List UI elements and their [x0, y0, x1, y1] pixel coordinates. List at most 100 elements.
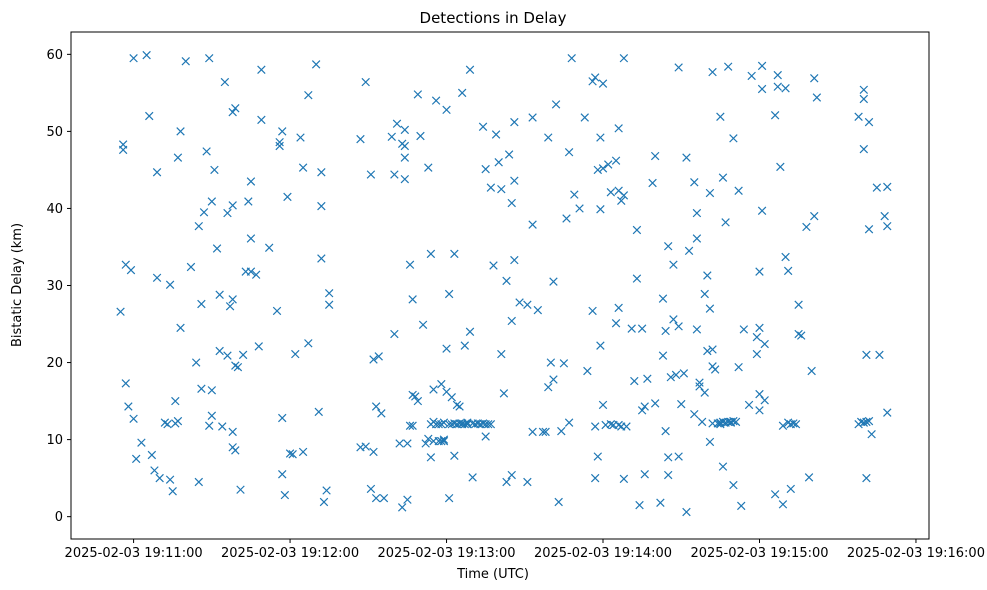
data-point-352	[776, 162, 785, 172]
data-point-265	[635, 500, 644, 510]
data-point-206	[523, 477, 532, 487]
data-point-73	[272, 306, 282, 316]
data-point-292	[682, 153, 691, 162]
data-point-240	[596, 341, 605, 350]
data-point-45	[215, 346, 224, 356]
data-point-171	[460, 341, 470, 350]
data-point-69	[254, 342, 263, 351]
data-point-281	[663, 241, 673, 251]
data-point-330	[731, 417, 741, 427]
data-point-241	[598, 400, 608, 410]
data-point-210	[528, 427, 537, 437]
data-point-365	[796, 331, 806, 340]
data-point-218	[549, 277, 558, 286]
data-point-40	[207, 411, 217, 420]
x-tick-label-1: 2025-02-03 19:12:00	[221, 546, 359, 561]
data-point-2	[118, 145, 128, 155]
data-point-10	[137, 438, 146, 447]
data-point-222	[559, 359, 569, 368]
data-point-349	[770, 110, 780, 120]
data-point-185	[481, 164, 490, 174]
data-point-161	[450, 451, 459, 461]
data-point-176	[465, 65, 475, 74]
data-point-96	[324, 288, 334, 298]
data-point-15	[152, 168, 162, 177]
y-tick-label-6: 60	[46, 48, 63, 63]
x-tick-label-3: 2025-02-03 19:14:00	[534, 546, 672, 561]
data-point-299	[695, 378, 704, 387]
data-point-205	[515, 298, 524, 307]
data-point-71	[257, 65, 266, 74]
data-point-44	[212, 244, 222, 253]
data-point-294	[690, 178, 699, 187]
data-point-3	[121, 379, 130, 388]
data-point-148	[437, 379, 446, 389]
data-point-106	[371, 493, 381, 503]
data-point-242	[598, 79, 608, 88]
data-point-43	[210, 165, 219, 175]
data-point-257	[619, 191, 629, 200]
data-point-237	[593, 452, 603, 461]
data-point-369	[810, 74, 819, 83]
data-point-75	[275, 141, 284, 151]
x-tick-label-4: 2025-02-03 19:15:00	[690, 546, 828, 561]
data-point-42	[207, 386, 217, 395]
data-point-368	[807, 366, 816, 376]
data-point-335	[744, 400, 754, 410]
chart-title: Detections in Delay	[420, 9, 567, 27]
data-point-266	[637, 324, 647, 333]
data-point-118	[400, 125, 410, 135]
data-point-371	[812, 93, 822, 102]
data-point-312	[708, 67, 717, 77]
data-point-117	[397, 503, 407, 512]
data-point-137	[426, 453, 436, 462]
data-point-129	[411, 392, 420, 401]
data-point-104	[369, 355, 378, 364]
data-point-336	[747, 71, 756, 81]
data-point-284	[669, 315, 678, 324]
data-point-372	[854, 112, 863, 121]
data-point-253	[614, 124, 623, 133]
data-point-52	[228, 295, 237, 304]
data-point-239	[596, 204, 605, 214]
data-point-135	[424, 434, 433, 444]
data-point-383	[864, 416, 874, 426]
data-point-109	[377, 409, 386, 418]
data-point-341	[755, 389, 764, 399]
data-point-112	[390, 329, 399, 339]
data-point-316	[716, 112, 725, 121]
data-point-189	[486, 183, 496, 192]
data-point-208	[528, 113, 537, 122]
data-point-225	[564, 147, 574, 157]
data-point-283	[669, 260, 678, 269]
data-point-122	[403, 439, 412, 448]
data-point-83	[291, 349, 300, 359]
data-point-391	[883, 182, 892, 192]
y-tick-label-0: 0	[55, 510, 63, 525]
data-point-108	[374, 352, 383, 361]
data-point-278	[661, 426, 670, 436]
data-point-20	[165, 475, 175, 484]
data-point-102	[366, 484, 376, 494]
data-point-198	[504, 150, 514, 159]
data-point-360	[786, 484, 796, 494]
data-point-60	[233, 362, 243, 372]
data-point-375	[859, 418, 869, 427]
data-point-390	[883, 221, 892, 231]
data-point-243	[598, 164, 608, 173]
data-point-250	[611, 319, 621, 328]
x-tick-label-5: 2025-02-03 19:16:00	[847, 546, 985, 561]
data-point-367	[804, 473, 814, 482]
data-point-34	[197, 384, 206, 393]
data-point-269	[640, 470, 649, 479]
data-point-261	[627, 324, 636, 333]
data-point-199	[507, 316, 516, 326]
data-point-389	[883, 408, 892, 417]
data-point-370	[810, 211, 819, 221]
data-point-204	[510, 255, 519, 265]
data-point-35	[197, 299, 206, 309]
data-point-27	[176, 127, 185, 136]
data-point-364	[794, 300, 803, 309]
data-point-58	[231, 446, 240, 455]
data-point-384	[864, 225, 874, 234]
